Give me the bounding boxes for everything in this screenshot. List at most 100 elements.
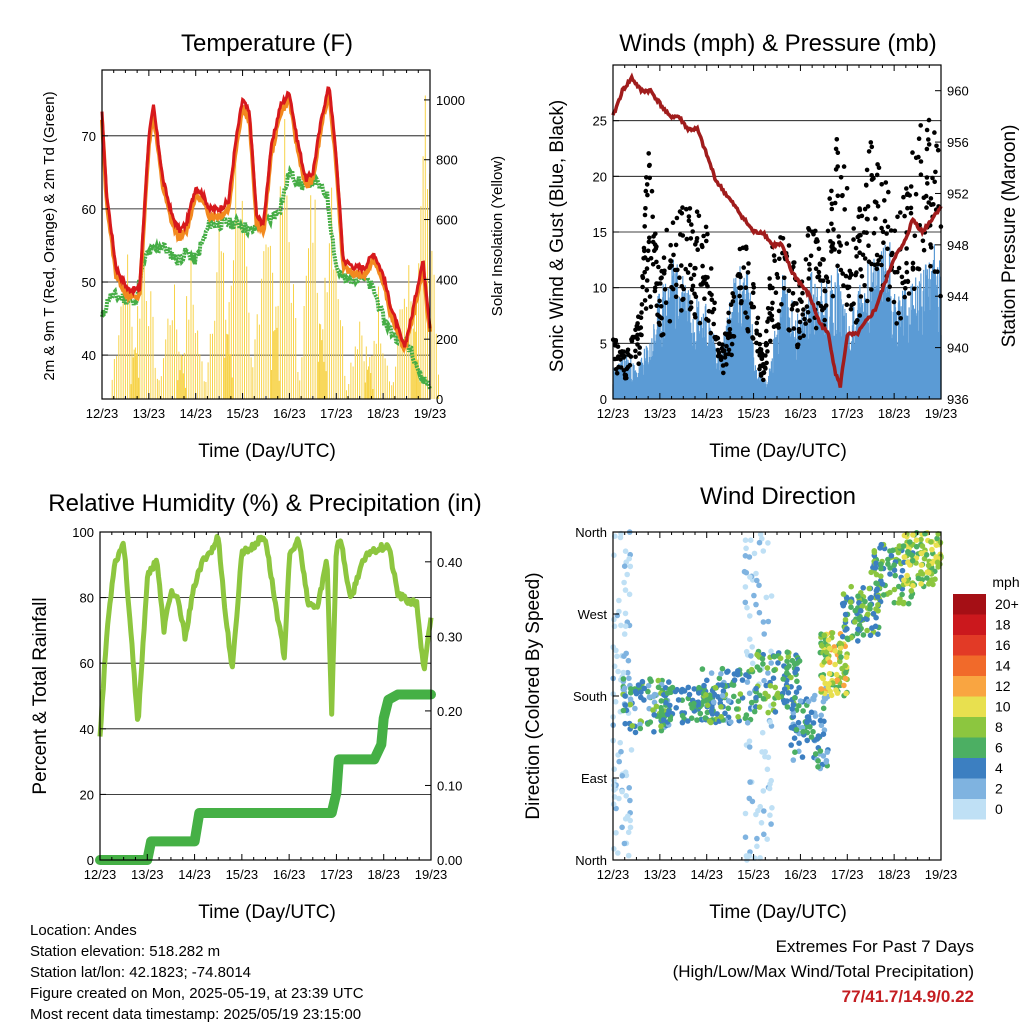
direction-point <box>616 597 622 604</box>
direction-point <box>860 632 867 638</box>
temperature-ylabel: 2m & 9m T (Red, Orange) & 2m Td (Green) <box>41 91 58 380</box>
direction-point <box>772 684 778 691</box>
gust-point <box>678 232 683 237</box>
gust-point <box>712 300 717 306</box>
direction-point <box>844 635 850 642</box>
direction-point <box>887 571 893 577</box>
direction-point <box>860 585 866 591</box>
gust-point <box>764 328 769 334</box>
gust-point <box>708 330 714 336</box>
gust-point <box>858 294 864 299</box>
direction-point <box>840 591 847 597</box>
latest-timestamp: Most recent data timestamp: 2025/05/19 2… <box>30 1006 362 1023</box>
direction-point <box>812 751 819 757</box>
direction-point <box>761 631 767 637</box>
gust-point <box>827 196 832 201</box>
direction-point <box>793 726 800 733</box>
direction-point <box>645 688 651 695</box>
direction-point <box>655 684 662 691</box>
x-tick-label: 18/23 <box>878 406 911 421</box>
gust-point <box>799 299 804 305</box>
direction-point <box>746 795 753 802</box>
gust-point <box>865 204 871 209</box>
gust-point <box>647 235 652 241</box>
gust-point <box>765 349 770 354</box>
gust-point <box>645 192 650 198</box>
y2-tick-label: 952 <box>947 186 969 201</box>
gust-point <box>692 265 697 271</box>
gust-point <box>930 175 935 181</box>
direction-point <box>691 686 697 692</box>
y2-tick-label: 1000 <box>436 93 465 108</box>
direction-point <box>632 729 639 736</box>
direction-point <box>848 583 854 590</box>
direction-point <box>810 728 816 735</box>
direction-point <box>626 591 633 598</box>
x-tick-label: 12/23 <box>84 867 117 882</box>
direction-point <box>810 720 817 726</box>
gust-point <box>786 243 792 248</box>
direction-point <box>765 670 771 676</box>
legend-label: 16 <box>995 637 1011 653</box>
direction-point <box>751 550 758 557</box>
gust-point <box>679 263 684 268</box>
gust-point <box>800 290 805 296</box>
gust-point <box>828 239 833 244</box>
direction-point <box>767 719 773 725</box>
direction-point <box>613 805 619 812</box>
gust-point <box>674 282 679 288</box>
direction-point <box>760 788 767 794</box>
gust-point <box>672 267 678 273</box>
gust-point <box>758 371 764 377</box>
gust-point <box>801 333 806 339</box>
direction-point <box>873 606 879 612</box>
direction-point <box>844 626 850 632</box>
gust-point <box>689 287 695 293</box>
gust-point <box>829 206 835 212</box>
direction-point <box>639 678 646 685</box>
gust-point <box>857 238 862 244</box>
speed-legend-title: mph <box>992 574 1019 590</box>
direction-series <box>610 529 944 863</box>
y-tick-label: West <box>578 607 608 622</box>
direction-point <box>765 754 772 761</box>
direction-point <box>712 684 719 691</box>
x-tick-label: 19/23 <box>925 406 958 421</box>
direction-point <box>918 536 924 543</box>
y2-tick-label: 936 <box>947 392 969 407</box>
gust-point <box>887 284 892 290</box>
gust-point <box>776 308 782 314</box>
gust-point <box>926 200 931 205</box>
gust-point <box>921 247 927 253</box>
gust-point <box>912 233 918 239</box>
direction-point <box>751 708 758 715</box>
gust-point <box>829 221 834 227</box>
gust-point <box>933 169 938 175</box>
gust-point <box>642 269 647 275</box>
direction-point <box>928 539 934 545</box>
gust-point <box>688 262 693 268</box>
direction-point <box>743 545 749 552</box>
gust-point <box>825 228 831 234</box>
direction-point <box>625 829 632 836</box>
direction-point <box>627 690 634 696</box>
direction-point <box>731 677 738 683</box>
direction-point <box>837 640 843 647</box>
gust-point <box>663 300 669 306</box>
gust-point <box>668 242 673 248</box>
direction-panel: Wind Direction Time (Day/UTC) Direction … <box>523 483 1020 923</box>
gust-point <box>868 140 874 145</box>
gust-point <box>615 344 621 349</box>
gust-point <box>688 236 694 241</box>
gust-point <box>754 328 759 334</box>
gust-point <box>815 239 820 244</box>
direction-point <box>746 744 753 750</box>
direction-point <box>627 701 634 708</box>
direction-point <box>718 671 724 677</box>
gust-point <box>680 297 685 303</box>
y2-tick-label: 940 <box>947 341 969 356</box>
gust-point <box>755 315 761 321</box>
x-tick-label: 16/23 <box>273 867 306 882</box>
gust-point <box>698 282 703 287</box>
gust-point <box>764 360 769 366</box>
